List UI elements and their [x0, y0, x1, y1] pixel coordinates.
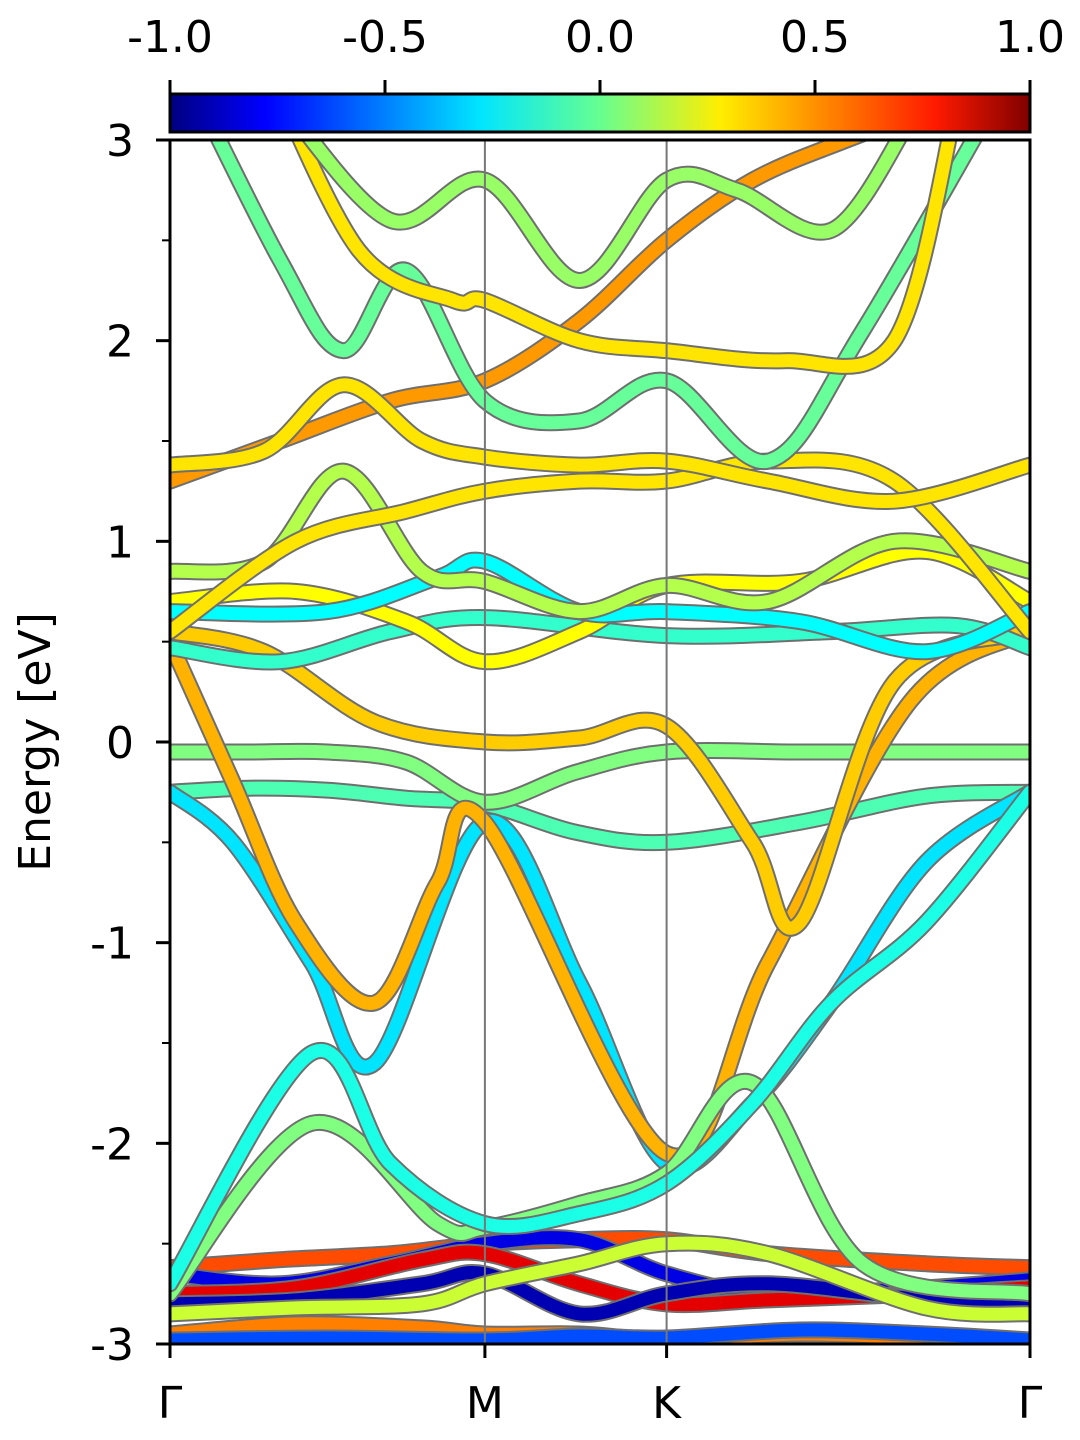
band-19 [170, 1236, 1030, 1321]
band-2-outline [170, 783, 1030, 1177]
cbar-tick-label-1: -0.5 [342, 12, 428, 63]
xtick-label-0: Γ [158, 1378, 183, 1429]
band-14 [303, 140, 906, 288]
ytick-label-5: 2 [106, 317, 134, 368]
bands-group [170, 140, 1030, 1344]
ytick-label-4: 1 [106, 517, 134, 568]
band-8 [170, 464, 1030, 619]
band-12 [211, 140, 981, 468]
cbar-tick-label-3: 0.5 [780, 12, 850, 63]
band-0 [170, 781, 1030, 850]
band-6 [170, 544, 1030, 669]
y-axis-label: Energy [eV] [10, 612, 61, 872]
ytick-label-1: -2 [90, 1119, 134, 1170]
ytick-label-6: 3 [106, 116, 134, 167]
xtick-label-2: K [652, 1378, 682, 1429]
band-23 [170, 785, 1030, 1291]
xtick-label-1: M [466, 1378, 504, 1429]
high-symmetry-lines [483, 140, 668, 1344]
cbar-tick-label-2: 0.0 [565, 12, 635, 63]
ytick-label-2: -1 [90, 919, 134, 970]
colorbar-ticks: -1.0 -0.5 0.0 0.5 1.0 [127, 12, 1065, 94]
ytick-label-0: -3 [90, 1320, 134, 1371]
xtick-label-3: Γ [1018, 1378, 1043, 1429]
band-11 [170, 378, 1030, 508]
cbar-tick-label-0: -1.0 [127, 12, 213, 63]
cbar-tick-label-4: 1.0 [995, 12, 1065, 63]
ytick-label-3: 0 [106, 718, 134, 769]
band-21 [170, 1323, 1030, 1344]
band-2 [170, 785, 1030, 1175]
y-ticks: -3 -2 -1 0 1 2 3 [90, 116, 170, 1371]
colorbar [168, 92, 1032, 134]
band-13 [293, 140, 956, 373]
band-9 [170, 453, 1030, 639]
band-22 [170, 1074, 1030, 1301]
band-10 [170, 140, 866, 488]
